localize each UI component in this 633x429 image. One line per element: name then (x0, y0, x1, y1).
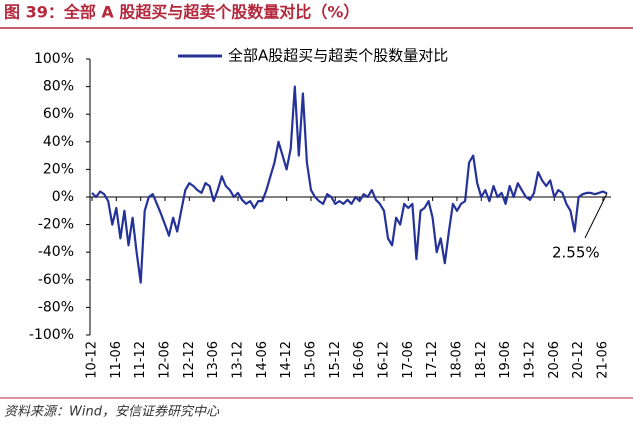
annotation-arrow (584, 193, 608, 239)
x-tick-label: 11-12 (133, 341, 148, 379)
y-tick-label: -100% (29, 327, 74, 343)
y-tick-label: 100% (34, 51, 74, 67)
y-tick-label: -80% (38, 299, 74, 315)
x-tick-label: 13-12 (230, 341, 245, 379)
x-tick-label: 13-06 (206, 341, 221, 379)
y-tick-label: 40% (43, 134, 74, 150)
x-tick-label: 12-12 (182, 341, 197, 379)
y-tick-label: -60% (38, 272, 74, 288)
source: 资料来源：Wind，安信证券研究中心 (4, 404, 220, 420)
y-tick-label: -40% (38, 244, 74, 260)
y-tick-label: 20% (43, 161, 74, 177)
chart-title: 图 39：全部 A 股超买与超卖个股数量对比（%） (4, 3, 359, 22)
y-tick-label: 60% (43, 106, 74, 122)
y-tick-label: 0% (52, 189, 74, 205)
x-tick-label: 11-06 (109, 341, 124, 379)
x-tick-label: 12-06 (157, 341, 172, 379)
x-tick-label: 16-06 (352, 341, 367, 379)
x-tick-label: 20-06 (547, 341, 562, 379)
x-tick-label: 17-06 (401, 341, 416, 379)
x-tick-label: 19-12 (522, 341, 537, 379)
x-tick-label: 19-06 (498, 341, 513, 379)
x-tick-label: 20-12 (571, 341, 586, 379)
legend-label: 全部A股超买与超卖个股数量对比 (228, 47, 448, 65)
x-tick-label: 16-12 (376, 341, 391, 379)
x-tick-label: 17-12 (425, 341, 440, 379)
x-tick-label: 14-12 (279, 341, 294, 379)
annotation: 2.55% (552, 244, 600, 262)
y-tick-label: 80% (43, 79, 74, 95)
x-tick-label: 15-12 (328, 341, 343, 379)
x-tick-label: 18-06 (449, 341, 464, 379)
x-tick-label: 21-06 (595, 341, 610, 379)
x-tick-label: 15-06 (303, 341, 318, 379)
y-tick-label: -20% (38, 217, 74, 233)
x-tick-label: 18-12 (474, 341, 489, 379)
series-line (91, 85, 608, 284)
x-tick-label: 14-06 (255, 341, 270, 379)
x-tick-label: 10-12 (85, 341, 100, 379)
